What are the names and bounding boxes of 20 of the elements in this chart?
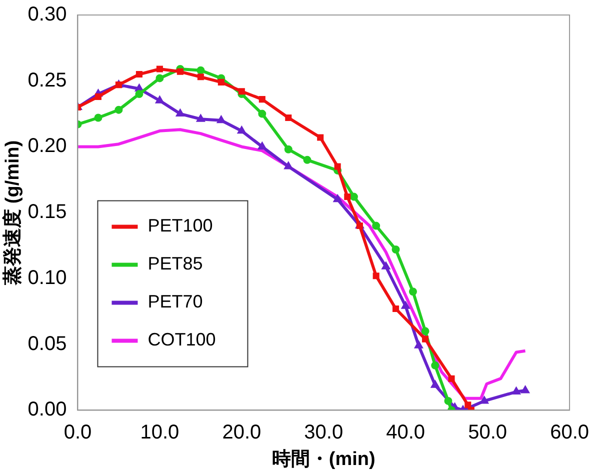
y-tick-label: 0.15 bbox=[28, 201, 67, 224]
x-tick-label: 30.0 bbox=[304, 422, 344, 444]
y-axis-title: 蒸発速度 (g/min) bbox=[2, 140, 24, 286]
x-axis-title: 時間・(min) bbox=[272, 448, 376, 470]
x-tick-label: 60.0 bbox=[550, 422, 590, 444]
y-tick-label: 0.00 bbox=[28, 398, 67, 421]
x-tick-label: 50.0 bbox=[468, 422, 508, 444]
x-tick-label: 0.0 bbox=[64, 422, 92, 444]
legend-label: PET85 bbox=[148, 254, 203, 274]
legend-label: PET100 bbox=[148, 216, 213, 236]
x-tick-label: 40.0 bbox=[386, 422, 426, 444]
y-tick-label: 0.20 bbox=[28, 135, 67, 158]
y-tick-label: 0.25 bbox=[28, 69, 67, 92]
y-tick-label: 0.05 bbox=[28, 332, 67, 355]
legend-label: PET70 bbox=[148, 292, 203, 312]
y-tick-label: 0.30 bbox=[28, 4, 67, 26]
x-tick-label: 10.0 bbox=[140, 422, 180, 444]
legend-label: COT100 bbox=[148, 330, 216, 350]
x-tick-label: 20.0 bbox=[222, 422, 262, 444]
y-tick-label: 0.10 bbox=[28, 266, 67, 289]
